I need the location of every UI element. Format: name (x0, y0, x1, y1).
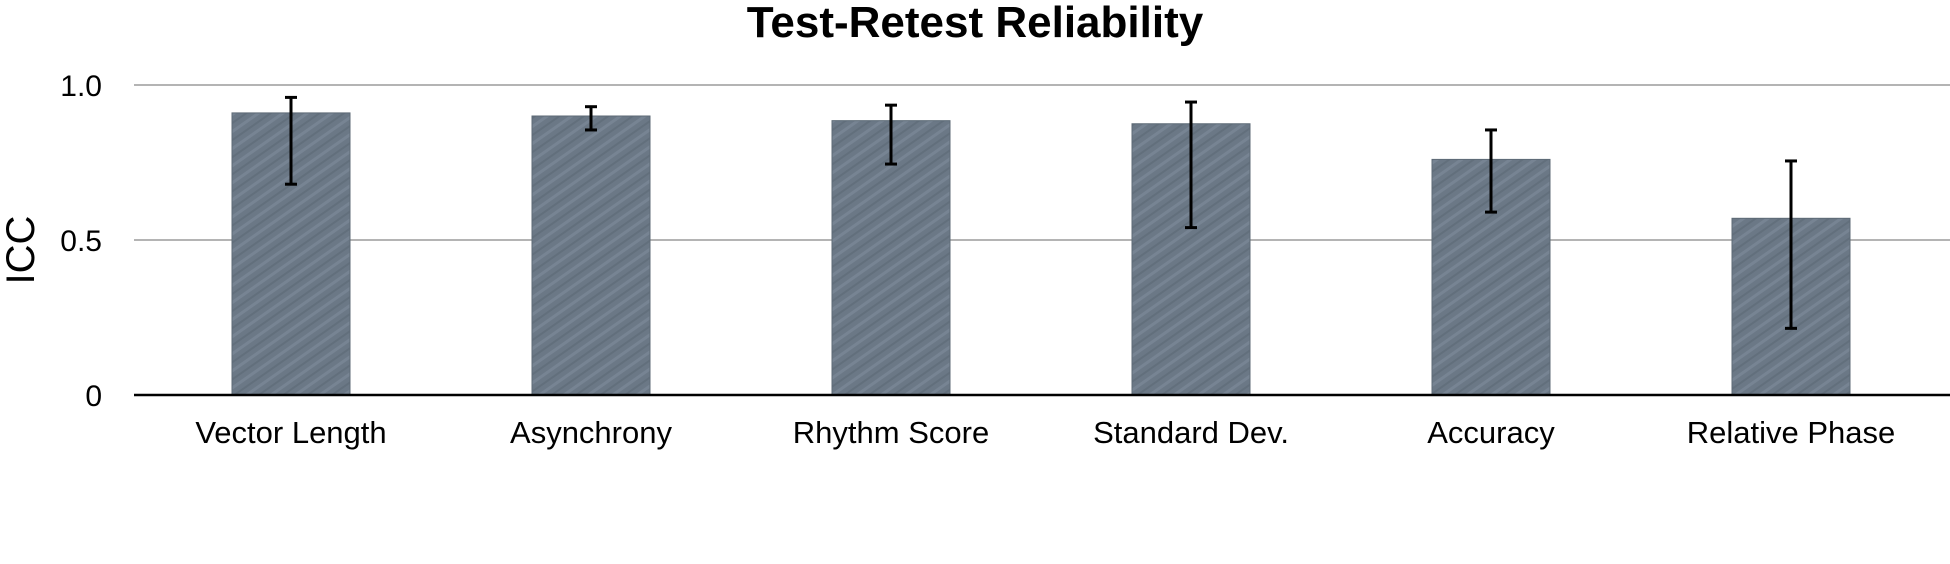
error-bars (285, 95, 1797, 330)
category-label: Rhythm Score (793, 415, 989, 450)
y-tick-label: 0.5 (60, 225, 102, 258)
category-label: Accuracy (1427, 415, 1555, 450)
bar (531, 115, 651, 396)
y-tick-label: 1.0 (60, 70, 102, 103)
category-label: Asynchrony (510, 415, 672, 450)
category-label: Vector Length (195, 415, 386, 450)
gridlines (134, 84, 1950, 241)
y-tick-labels: 0 0.5 1.0 (60, 70, 102, 413)
bars (231, 112, 1851, 396)
chart-title: Test-Retest Reliability (747, 0, 1204, 47)
y-tick-label: 0 (85, 380, 102, 413)
category-labels: Vector Length Asynchrony Rhythm Score Stand… (195, 415, 1895, 450)
category-label: Relative Phase (1687, 415, 1896, 450)
category-label: Standard Dev. (1093, 415, 1289, 450)
y-axis-label: ICC (0, 216, 43, 285)
